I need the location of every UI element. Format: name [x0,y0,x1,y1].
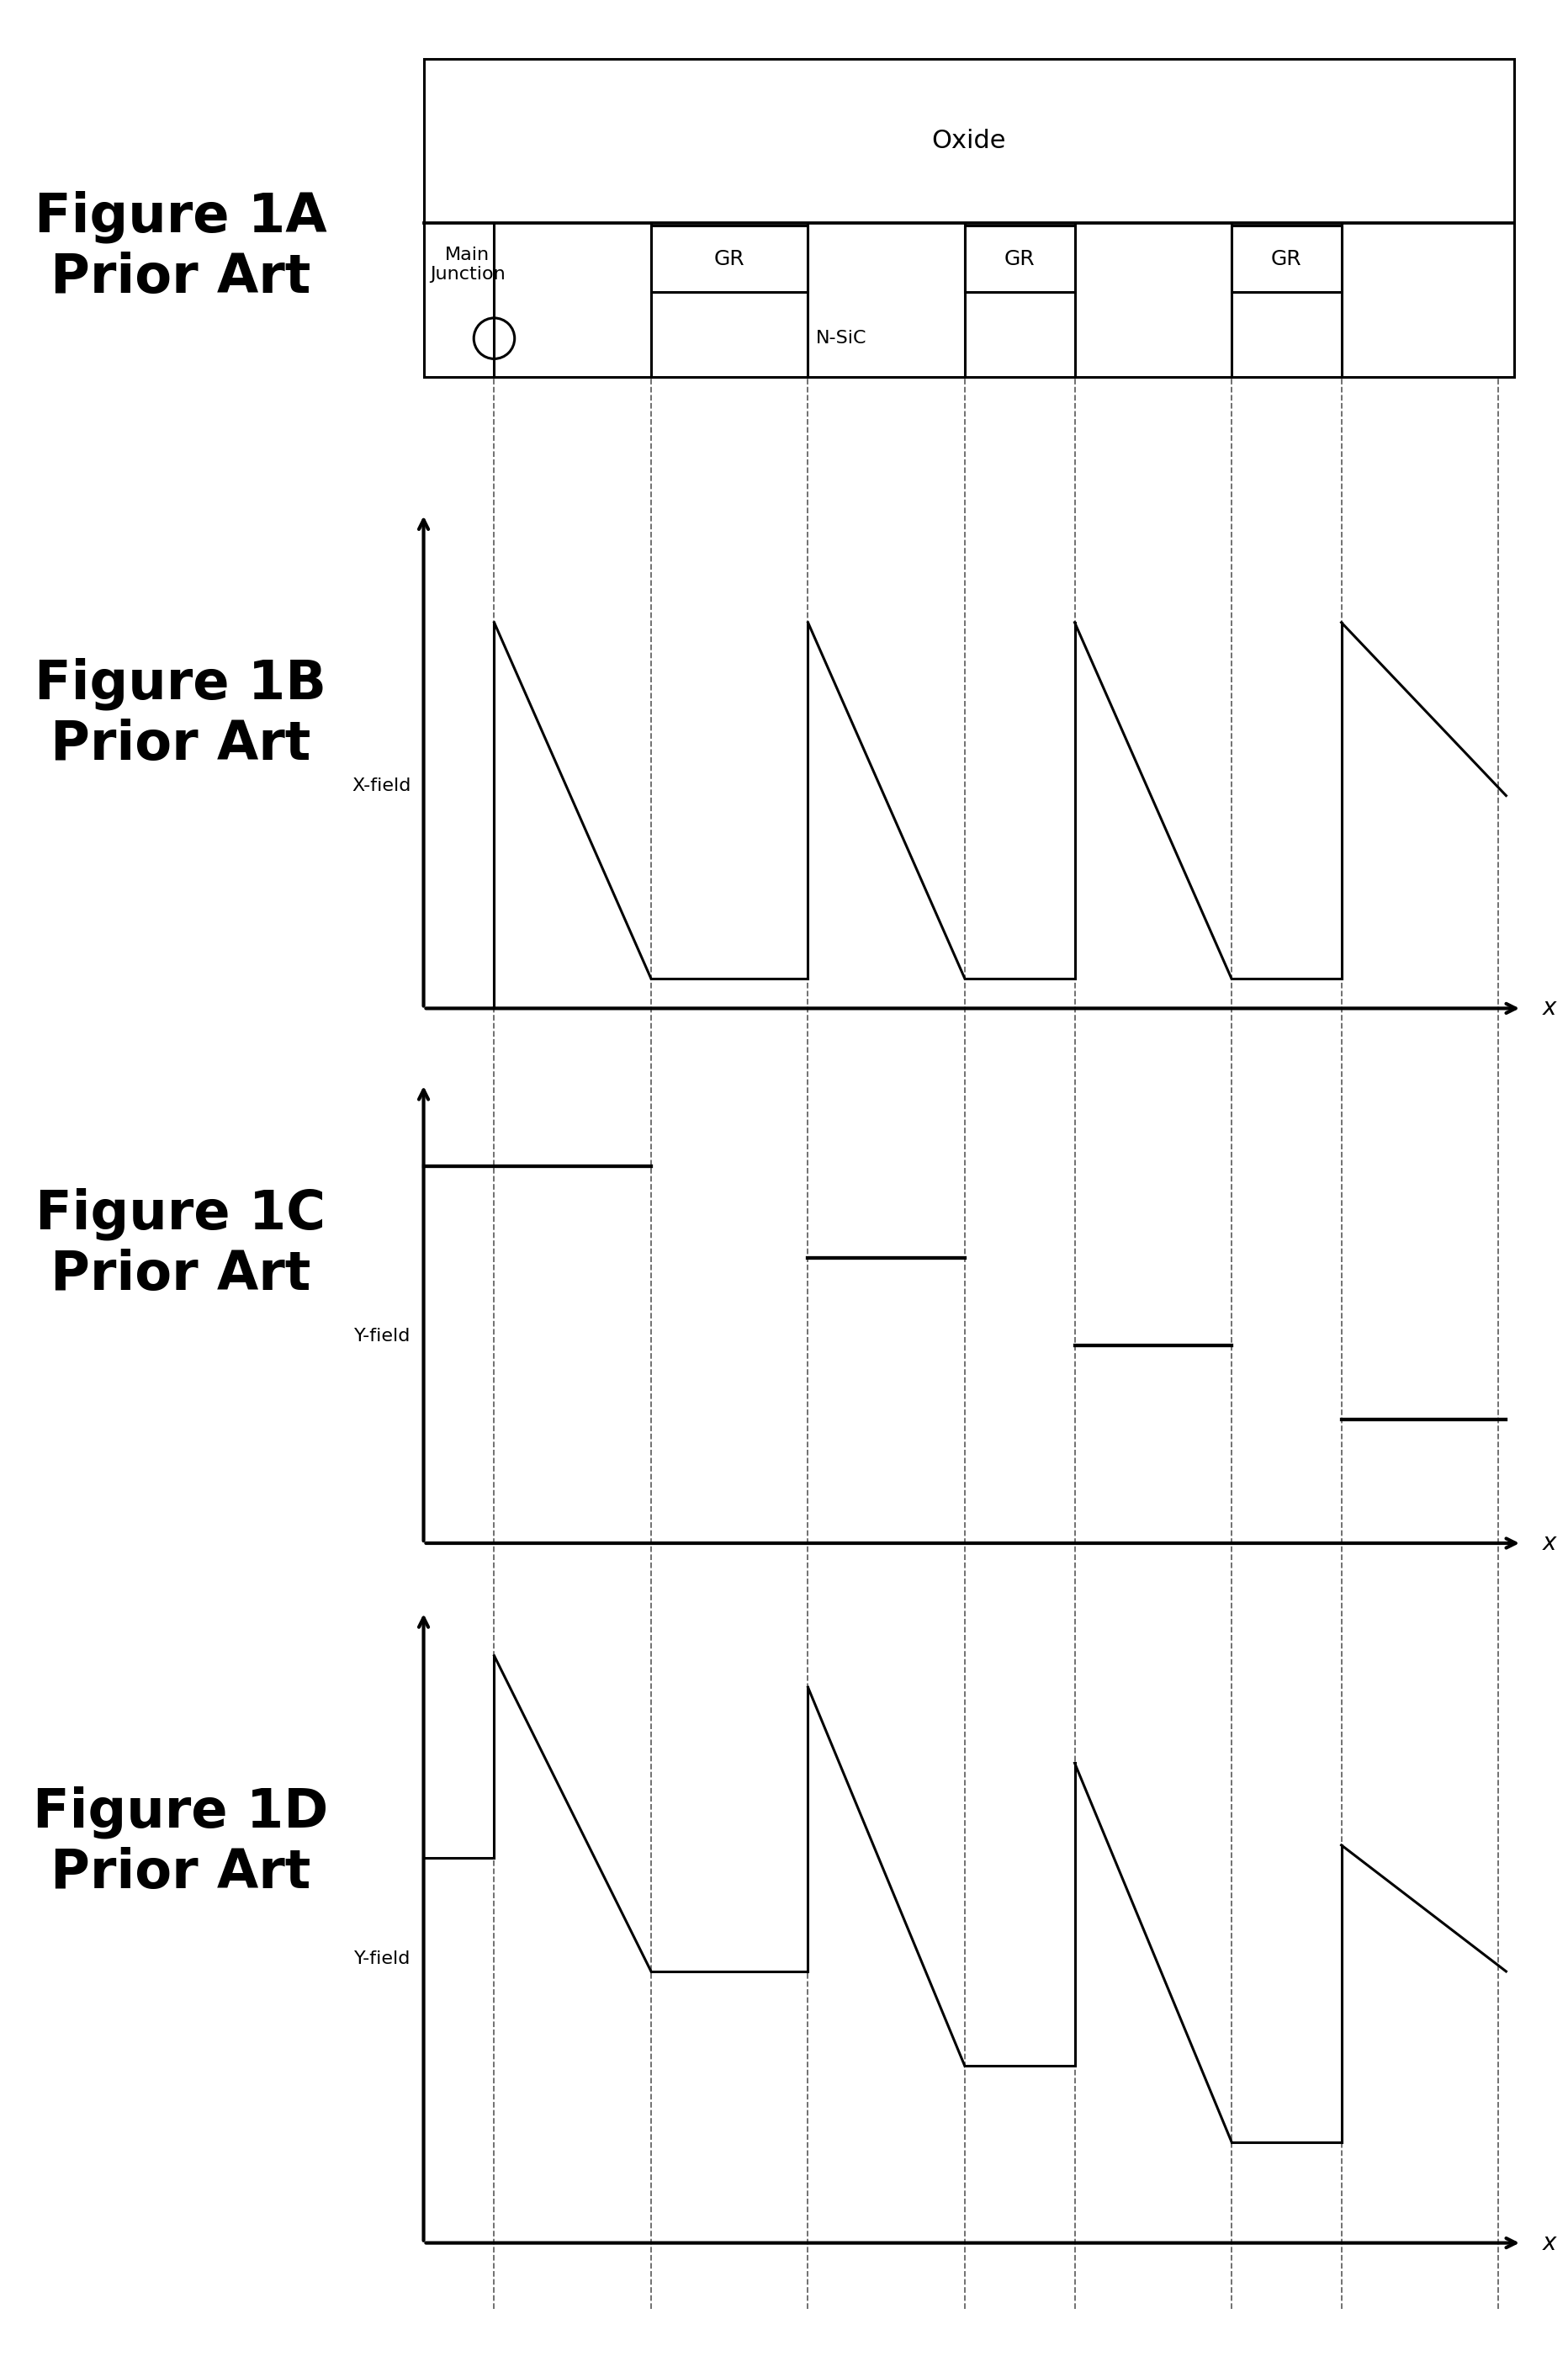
Text: x: x [1541,997,1555,1020]
Text: Main
Junction: Main Junction [430,245,505,283]
Text: GR: GR [713,250,745,269]
Bar [964,226,1074,292]
Text: Figure 1C
Prior Art: Figure 1C Prior Art [34,1187,326,1301]
Text: Figure 1B
Prior Art: Figure 1B Prior Art [34,657,326,770]
Text: GR: GR [1270,250,1301,269]
Text: Y-field: Y-field [354,1951,411,1967]
Text: x: x [1541,2231,1555,2255]
Text: N-SiC: N-SiC [815,330,866,346]
Text: X-field: X-field [351,777,411,794]
Text: Figure 1A
Prior Art: Figure 1A Prior Art [34,191,326,304]
Text: x: x [1541,1531,1555,1555]
Bar [423,59,1513,377]
Text: GR: GR [1004,250,1035,269]
Text: Y-field: Y-field [354,1329,411,1345]
Bar [651,226,808,292]
Bar [1231,226,1341,292]
Text: Figure 1D
Prior Art: Figure 1D Prior Art [33,1786,328,1899]
Text: Oxide: Oxide [931,130,1005,153]
